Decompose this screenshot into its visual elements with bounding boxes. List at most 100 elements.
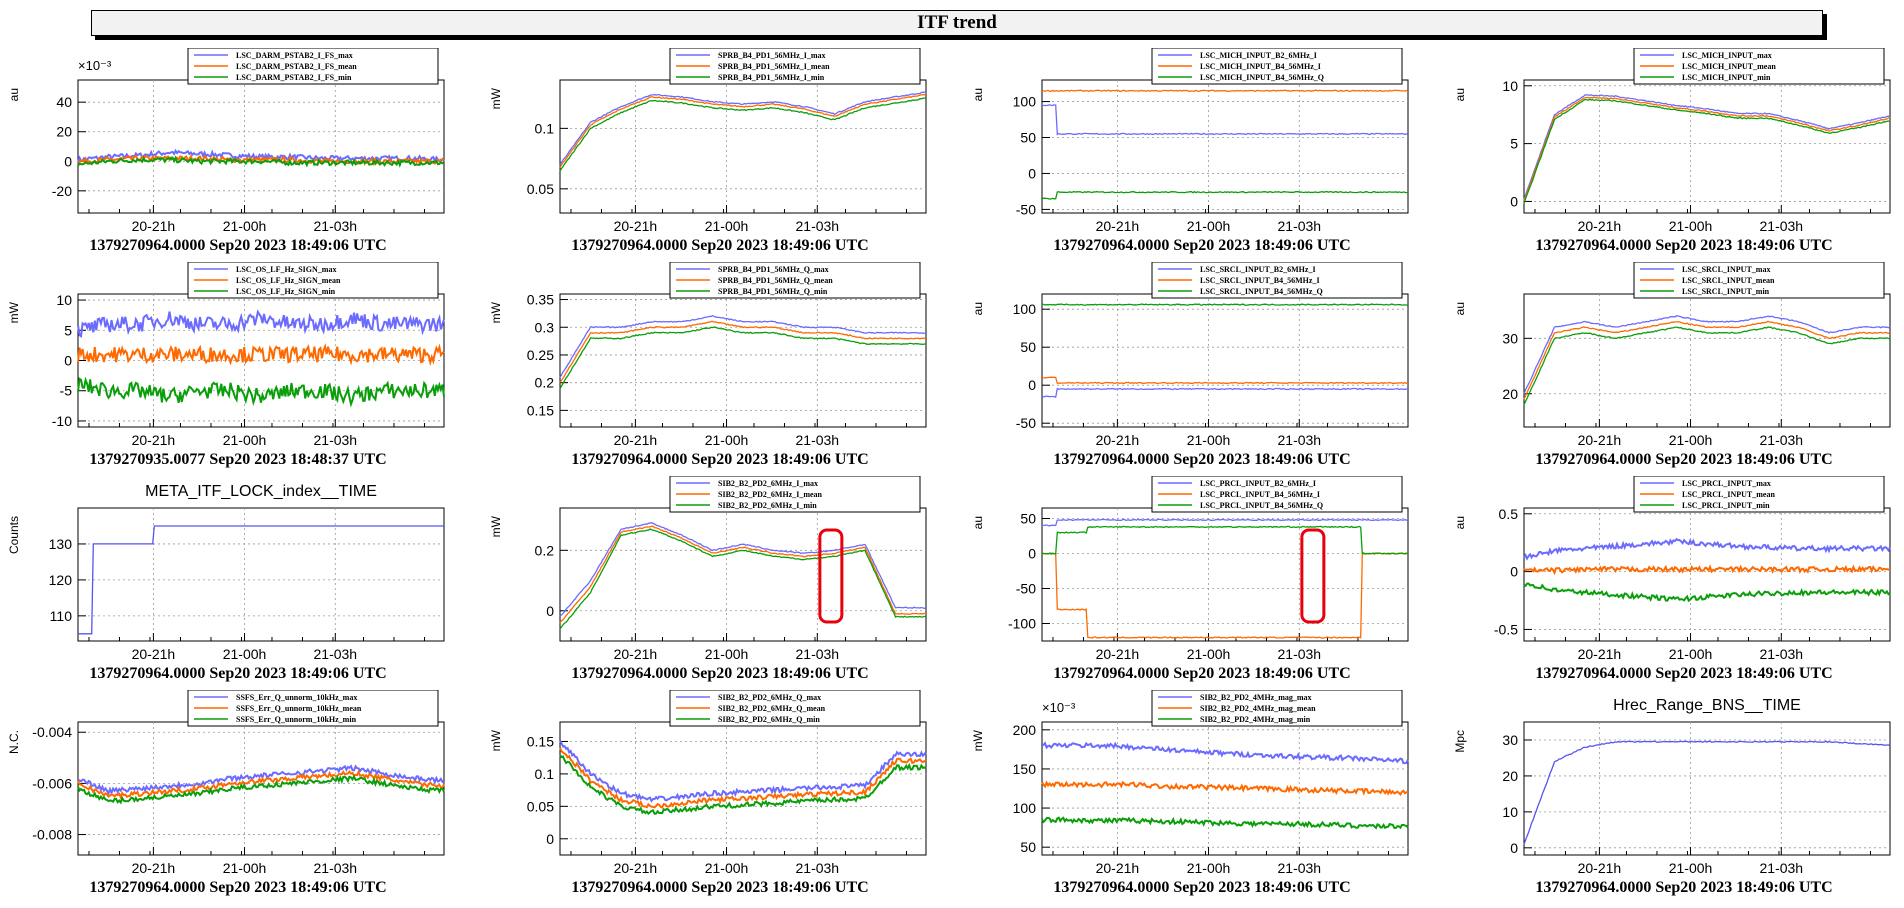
legend-label: SIB2_B2_PD2_6MHz_I_min bbox=[718, 501, 817, 510]
y-tick-label: 0 bbox=[1510, 193, 1518, 209]
x-tick-label: 21-03h bbox=[314, 646, 358, 662]
legend-label: SPRB_B4_PD1_56MHz_Q_max bbox=[718, 265, 829, 274]
plot-frame bbox=[1041, 507, 1409, 642]
plot-frame bbox=[1523, 293, 1891, 428]
x-tick-label: 20-21h bbox=[132, 218, 176, 234]
chart-panel-p4: 0 5 10 20-21h 21-00h 21-03h LSC_MICH_INPUT_max… bbox=[1446, 48, 1904, 266]
chart-svg: 0 10 20 30 20-21h 21-00h 21-03h Hrec_Range_BNS_… bbox=[1453, 697, 1891, 876]
legend-label: SPRB_B4_PD1_56MHz_Q_min bbox=[718, 287, 828, 296]
chart-panel-p11: -100 -50 0 50 20-21h 21-00h 21-03h LSC_PRCL_INP… bbox=[964, 476, 1440, 694]
x-tick-label: 20-21h bbox=[1096, 860, 1140, 876]
chart-svg: 0.15 0.2 0.25 0.3 0.35 20-21h 21-00h 21-03h SPRB… bbox=[489, 262, 927, 448]
series-line bbox=[559, 326, 927, 390]
y-axis-label: au bbox=[1453, 516, 1467, 529]
legend-label: LSC_MICH_INPUT_B4_56MHz_I bbox=[1200, 62, 1321, 71]
x-tick-label: 21-00h bbox=[1669, 860, 1713, 876]
y-tick-label: 50 bbox=[1020, 511, 1036, 527]
series-line bbox=[77, 376, 445, 408]
series-line bbox=[77, 774, 445, 805]
y-tick-label: 0 bbox=[546, 603, 554, 619]
legend-box bbox=[669, 690, 921, 727]
timestamp-footer: 1379270964.0000 Sep20 2023 18:49:06 UTC bbox=[1535, 879, 1833, 896]
y-axis-label: au bbox=[971, 88, 985, 101]
plot-frame bbox=[559, 293, 927, 428]
x-tick-label: 20-21h bbox=[614, 646, 658, 662]
plot-title: META_ITF_LOCK_index__TIME bbox=[145, 483, 377, 500]
y-tick-label: 0 bbox=[1510, 840, 1518, 856]
x-tick-label: 21-03h bbox=[796, 646, 840, 662]
y-tick-label: 0.35 bbox=[527, 292, 554, 308]
chart-svg: 110 120 130 20-21h 21-00h 21-03h META_ITF_LOCK… bbox=[7, 483, 445, 662]
series-line bbox=[559, 754, 927, 816]
legend-label: SSFS_Err_Q_unnorm_10kHz_min bbox=[236, 715, 357, 724]
x-tick-label: 21-00h bbox=[223, 860, 267, 876]
legend-box bbox=[1633, 476, 1885, 513]
series-line bbox=[1041, 387, 1409, 398]
x-tick-label: 21-03h bbox=[1760, 860, 1804, 876]
y-axis-label: N.C. bbox=[7, 730, 21, 754]
y-tick-label: -100 bbox=[1008, 616, 1036, 632]
y-tick-label: 50 bbox=[1020, 130, 1036, 146]
x-tick-label: 21-00h bbox=[1669, 218, 1713, 234]
y-tick-label: 50 bbox=[1020, 339, 1036, 355]
legend-label: SSFS_Err_Q_unnorm_10kHz_mean bbox=[236, 704, 362, 713]
y-tick-label: 100 bbox=[1013, 94, 1037, 110]
x-tick-label: 21-00h bbox=[705, 432, 749, 448]
x-tick-label: 21-03h bbox=[796, 860, 840, 876]
y-axis-label: mW bbox=[489, 87, 503, 109]
legend-label: SIB2_B2_PD2_6MHz_Q_max bbox=[718, 693, 821, 702]
y-tick-label: 130 bbox=[49, 536, 73, 552]
series-line bbox=[559, 747, 927, 809]
plot-frame bbox=[559, 79, 927, 214]
legend-label: LSC_PRCL_INPUT_B4_56MHz_Q bbox=[1200, 501, 1323, 510]
x-tick-label: 21-00h bbox=[1669, 646, 1713, 662]
series-line bbox=[1041, 518, 1409, 527]
legend-label: SPRB_B4_PD1_56MHz_I_min bbox=[718, 73, 825, 82]
y-tick-label: 20 bbox=[1502, 386, 1518, 402]
x-tick-label: 20-21h bbox=[614, 218, 658, 234]
timestamp-footer: 1379270964.0000 Sep20 2023 18:49:06 UTC bbox=[571, 879, 869, 896]
timestamp-footer: 1379270964.0000 Sep20 2023 18:49:06 UTC bbox=[1053, 879, 1351, 896]
y-tick-label: 20 bbox=[56, 124, 72, 140]
y-tick-label: 0 bbox=[1028, 165, 1036, 181]
timestamp-footer: 1379270964.0000 Sep20 2023 18:49:06 UTC bbox=[571, 665, 869, 682]
x-tick-label: 21-00h bbox=[1187, 860, 1231, 876]
legend-label: SPRB_B4_PD1_56MHz_Q_mean bbox=[718, 276, 833, 285]
x-tick-label: 20-21h bbox=[1578, 432, 1622, 448]
y-tick-label: 0.1 bbox=[535, 120, 555, 136]
y-axis-label: mW bbox=[489, 729, 503, 751]
y-tick-label: 10 bbox=[1502, 804, 1518, 820]
legend-label: SIB2_B2_PD2_4MHz_mag_max bbox=[1200, 693, 1312, 702]
y-tick-label: 30 bbox=[1502, 732, 1518, 748]
legend-box bbox=[1151, 262, 1403, 299]
series-line bbox=[1041, 780, 1408, 797]
legend-label: SPRB_B4_PD1_56MHz_I_max bbox=[718, 51, 826, 60]
legend-label: SPRB_B4_PD1_56MHz_I_mean bbox=[718, 62, 830, 71]
legend-label: SIB2_B2_PD2_6MHz_Q_mean bbox=[718, 704, 826, 713]
plot-frame bbox=[1041, 79, 1409, 214]
chart-panel-p15: 50 100 150 200 20-21h 21-00h 21-03h SIB2_B2_PD2… bbox=[964, 690, 1440, 908]
x-tick-label: 20-21h bbox=[614, 860, 658, 876]
series-line bbox=[1523, 320, 1891, 400]
y-axis-label: mW bbox=[489, 301, 503, 323]
x-tick-label: 21-00h bbox=[705, 646, 749, 662]
x-tick-label: 20-21h bbox=[1096, 218, 1140, 234]
x-tick-label: 21-03h bbox=[314, 860, 358, 876]
y-axis-label: Mpc bbox=[1453, 730, 1467, 753]
y-tick-label: -0.006 bbox=[32, 775, 72, 791]
plot-frame bbox=[1523, 507, 1891, 642]
x-tick-label: 21-03h bbox=[1760, 432, 1804, 448]
series-line bbox=[1041, 89, 1409, 93]
chart-panel-p1: -20 0 20 40 20-21h 21-00h 21-03h LSC_DARM_PSTAB… bbox=[0, 48, 476, 266]
chart-svg: 0 5 10 20-21h 21-00h 21-03h LSC_MICH_INPUT_max… bbox=[1453, 48, 1891, 234]
legend-label: LSC_DARM_PSTAB2_I_FS_min bbox=[236, 73, 352, 82]
highlight-box bbox=[818, 528, 844, 624]
y-axis-label: mW bbox=[7, 301, 21, 323]
y-tick-label: -50 bbox=[1016, 415, 1036, 431]
y-tick-label: 40 bbox=[56, 94, 72, 110]
timestamp-footer: 1379270964.0000 Sep20 2023 18:49:06 UTC bbox=[89, 237, 387, 254]
plot-frame bbox=[1041, 293, 1409, 428]
timestamp-footer: 1379270964.0000 Sep20 2023 18:49:06 UTC bbox=[89, 879, 387, 896]
series-line bbox=[1523, 740, 1891, 845]
series-line bbox=[1042, 104, 1409, 136]
